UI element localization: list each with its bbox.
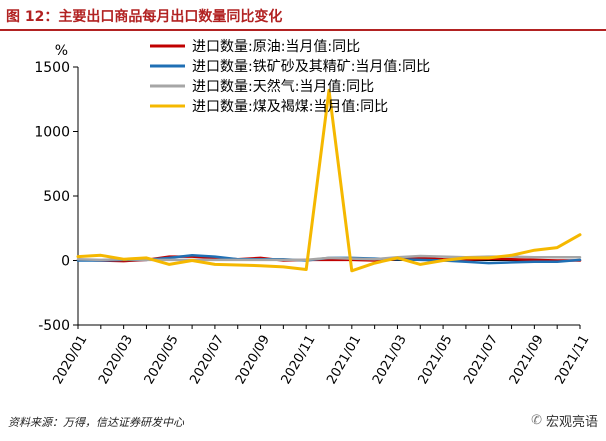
legend-label: 进口数量:天然气:当月值:同比 xyxy=(192,78,374,95)
x-tick-label: 2021/11 xyxy=(552,333,592,387)
watermark-text: 宏观亮语 xyxy=(545,415,598,430)
x-tick-label: 2020/11 xyxy=(279,333,319,387)
source-note: 资料来源：万得，信达证券研发中心 xyxy=(8,416,184,429)
y-tick-label: 500 xyxy=(43,189,70,205)
x-tick-label: 2021/01 xyxy=(324,333,364,387)
figure-title: 图 12：主要出口商品每月出口数量同比变化 xyxy=(6,9,283,25)
y-tick-label: 0 xyxy=(61,254,70,270)
legend-label: 进口数量:原油:当月值:同比 xyxy=(192,39,360,55)
x-tick-label: 2020/01 xyxy=(50,333,90,387)
y-tick-label: 1000 xyxy=(34,125,70,141)
x-tick-label: 2021/03 xyxy=(370,333,410,387)
x-tick-label: 2020/03 xyxy=(96,333,136,387)
title-divider xyxy=(0,29,606,31)
y-tick-label: 1500 xyxy=(34,60,70,76)
x-tick-label: 2021/05 xyxy=(416,333,456,387)
x-tick-label: 2020/09 xyxy=(233,333,273,387)
watermark: ✆ 宏观亮语 xyxy=(531,411,598,430)
wechat-icon: ✆ xyxy=(531,413,542,428)
legend-label: 进口数量:煤及褐煤:当月值:同比 xyxy=(192,99,388,115)
x-tick-label: 2020/05 xyxy=(142,333,182,387)
y-axis-unit: % xyxy=(55,43,68,59)
x-tick-label: 2021/09 xyxy=(507,333,547,387)
x-tick-label: 2020/07 xyxy=(187,333,227,387)
legend-label: 进口数量:铁矿砂及其精矿:当月值:同比 xyxy=(192,59,430,75)
x-tick-label: 2021/07 xyxy=(461,333,501,387)
figure-header: 图 12：主要出口商品每月出口数量同比变化 xyxy=(0,0,606,31)
series-line xyxy=(76,88,582,273)
y-tick-label: -500 xyxy=(38,318,70,334)
